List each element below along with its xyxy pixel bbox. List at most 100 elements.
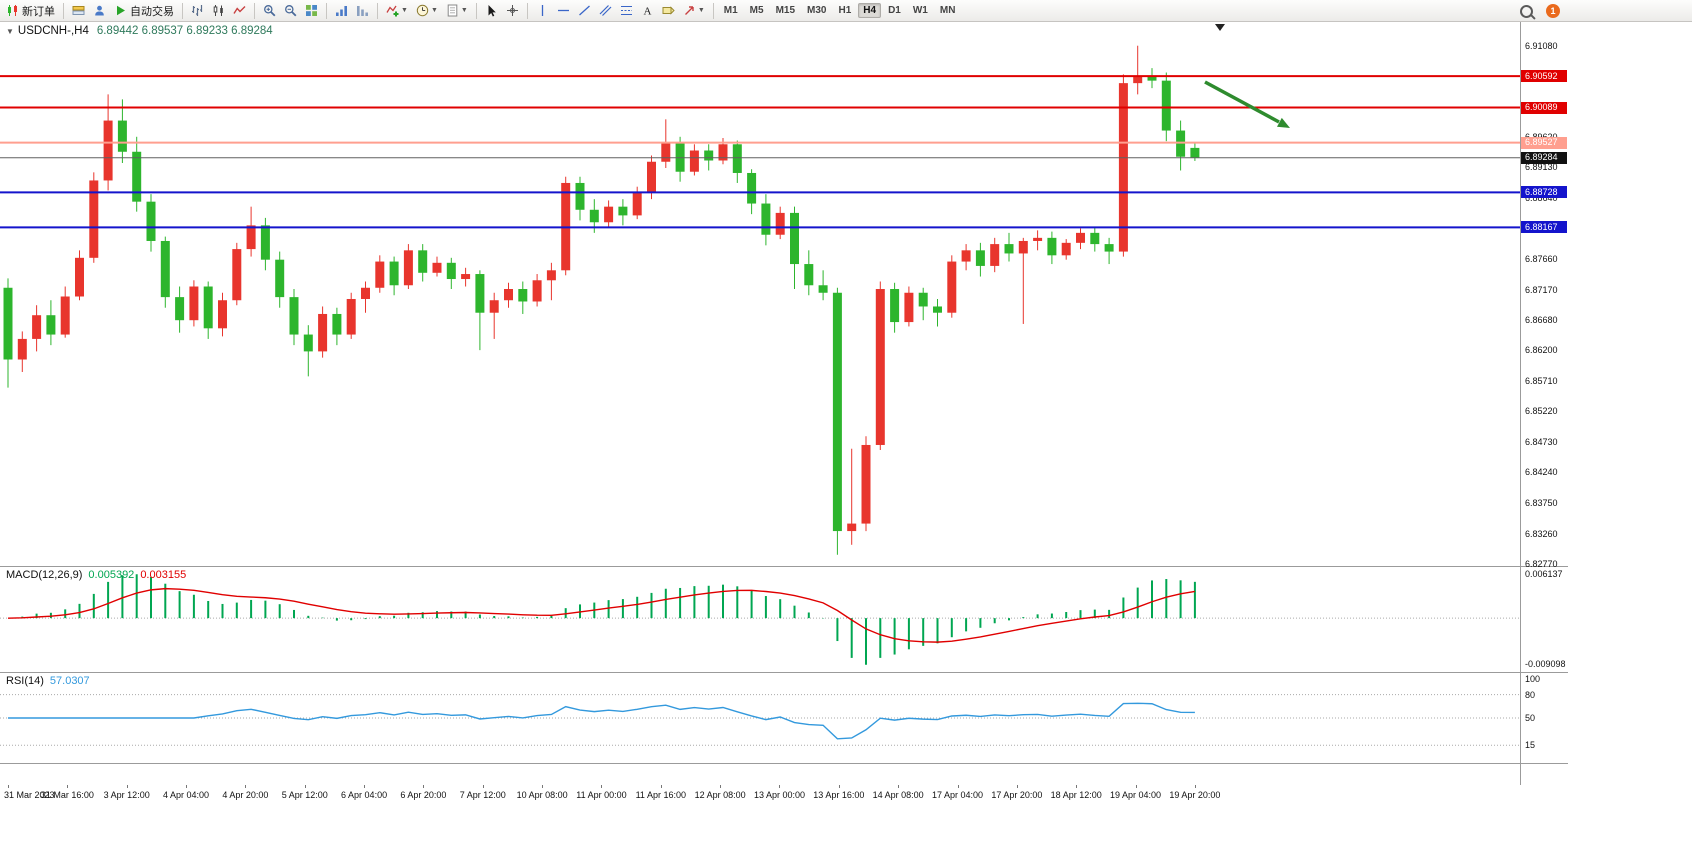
zoom-in-button[interactable] (260, 2, 279, 20)
price-tick: 6.82770 (1525, 559, 1558, 570)
toolbar-right: 1 (1516, 0, 1560, 22)
navigator-button[interactable] (90, 2, 109, 20)
market-watch-icon (72, 6, 85, 15)
toolbar-separator (377, 2, 378, 19)
time-tick (1076, 785, 1078, 788)
macd-axis-min: -0.009098 (1525, 659, 1566, 669)
panel-separator[interactable] (0, 566, 1568, 567)
toolbar: 新订单 自动交易 ▼ ▼ ▼ A ▼ M1 M5 M15 M30 H1 H4 D1 W1 MN 1 (0, 0, 1692, 22)
templates-button[interactable]: ▼ (443, 2, 471, 20)
time-label: 31 Mar 2023 (4, 790, 55, 800)
periods-button[interactable]: ▼ (413, 2, 441, 20)
timeframe-mn-button[interactable]: MN (939, 5, 956, 16)
bar-chart-button[interactable] (188, 2, 207, 20)
chevron-down-icon: ▼ (401, 7, 408, 14)
macd-label: MACD(12,26,9) (6, 569, 83, 581)
macd-signal-value: 0.003155 (140, 569, 187, 581)
search-icon (1520, 4, 1533, 18)
price-tick: 6.84730 (1525, 436, 1558, 447)
new-order-button[interactable]: 新订单 (3, 2, 58, 20)
current-price-label: 6.89284 (1521, 151, 1567, 164)
price-tick: 6.91080 (1525, 40, 1558, 51)
label-button[interactable] (659, 2, 678, 20)
time-label: 4 Apr 04:00 (163, 790, 210, 800)
crosshair-button[interactable] (503, 2, 522, 20)
timeframe-h4-button[interactable]: H4 (858, 3, 882, 18)
horizontal-line-button[interactable] (554, 2, 573, 20)
rsi-axis-label: 80 (1525, 689, 1536, 700)
zoom-out-button[interactable] (281, 2, 300, 20)
clock-icon (416, 4, 429, 17)
text-button[interactable]: A (638, 2, 657, 20)
time-label: 12 Apr 08:00 (694, 790, 746, 800)
timeframe-d1-button[interactable]: D1 (888, 5, 901, 16)
arrows-button[interactable]: ▼ (680, 2, 708, 20)
market-watch-button[interactable] (69, 2, 88, 20)
price-tick: 6.85220 (1525, 406, 1558, 417)
timeframe-m5-button[interactable]: M5 (749, 5, 764, 16)
price-line-label: 6.89527 (1521, 136, 1567, 149)
toolbar-separator (254, 2, 255, 19)
macd-panel[interactable] (0, 567, 1520, 672)
price-chart-canvas[interactable] (0, 22, 1520, 566)
fibonacci-button[interactable] (617, 2, 636, 20)
tile-windows-button[interactable] (302, 2, 321, 20)
time-label: 10 Apr 08:00 (516, 790, 568, 800)
time-label: 11 Apr 00:00 (576, 790, 627, 800)
price-axis[interactable]: 6.910806.905906.901006.896206.891306.886… (1520, 22, 1568, 785)
arrow-icon (684, 6, 694, 15)
price-tick: 6.83260 (1525, 528, 1558, 539)
price-line-label: 6.88728 (1521, 186, 1567, 199)
line-chart-button[interactable] (230, 2, 249, 20)
time-tick (364, 785, 366, 788)
rsi-axis-label: 50 (1525, 713, 1536, 723)
collapse-chart-icon[interactable]: ▼ (6, 27, 14, 36)
arrange-ascending-button[interactable] (332, 2, 351, 20)
panel-separator[interactable] (0, 672, 1568, 673)
price-line-label: 6.90592 (1521, 70, 1567, 83)
chart-title: ▼ USDCNH-,H4 6.89442 6.89537 6.89233 6.892… (6, 25, 273, 37)
toolbar-buttons: 新订单 自动交易 ▼ ▼ ▼ A ▼ M1 M5 M15 M30 H1 H4 D1 W1 MN (2, 0, 961, 22)
arrange-descending-button[interactable] (353, 2, 372, 20)
trendline-icon (578, 5, 590, 16)
chevron-down-icon: ▼ (697, 7, 705, 14)
timeframe-m30-button[interactable]: M30 (807, 5, 827, 16)
time-label: 5 Apr 12:00 (281, 790, 328, 800)
price-tick: 6.84240 (1525, 467, 1558, 478)
time-tick (542, 785, 544, 788)
price-tick: 6.85710 (1525, 375, 1558, 386)
timeframe-w1-button[interactable]: W1 (912, 5, 928, 16)
timeframe-m1-button[interactable]: M1 (723, 5, 738, 16)
label-icon (662, 6, 675, 15)
cursor-button[interactable] (482, 2, 501, 20)
line-icon (233, 6, 246, 14)
search-button[interactable] (1517, 2, 1536, 20)
time-label: 6 Apr 04:00 (341, 790, 388, 800)
new-order-icon (8, 5, 17, 16)
timeframe-m15-button[interactable]: M15 (775, 5, 796, 16)
indicators-button[interactable]: ▼ (383, 2, 411, 20)
price-tick: 6.89130 (1525, 162, 1558, 173)
candlestick-chart-button[interactable] (209, 2, 228, 20)
fibonacci-icon (620, 6, 632, 15)
time-axis[interactable]: 31 Mar 2023 31 Mar 16:00 3 Apr 12:00 4 Apr … (0, 785, 1568, 807)
price-tick: 6.87170 (1525, 284, 1558, 295)
rsi-panel[interactable] (0, 673, 1520, 763)
tile-icon (306, 5, 317, 16)
price-tick: 6.83750 (1525, 497, 1558, 508)
vertical-line-button[interactable] (533, 2, 552, 20)
bars-icon (192, 5, 203, 16)
trendline-button[interactable] (575, 2, 594, 20)
autotrading-button[interactable]: 自动交易 (111, 2, 177, 20)
template-icon (447, 4, 458, 17)
toolbar-separator (526, 2, 528, 19)
candles-icon (213, 5, 223, 16)
time-tick (898, 785, 900, 788)
time-tick (482, 785, 484, 788)
sort-desc-icon (357, 6, 368, 16)
timeframe-h1-button[interactable]: H1 (838, 5, 852, 16)
sort-asc-icon (336, 6, 347, 16)
notification-badge[interactable]: 1 (1546, 4, 1560, 18)
channel-button[interactable] (596, 2, 615, 20)
